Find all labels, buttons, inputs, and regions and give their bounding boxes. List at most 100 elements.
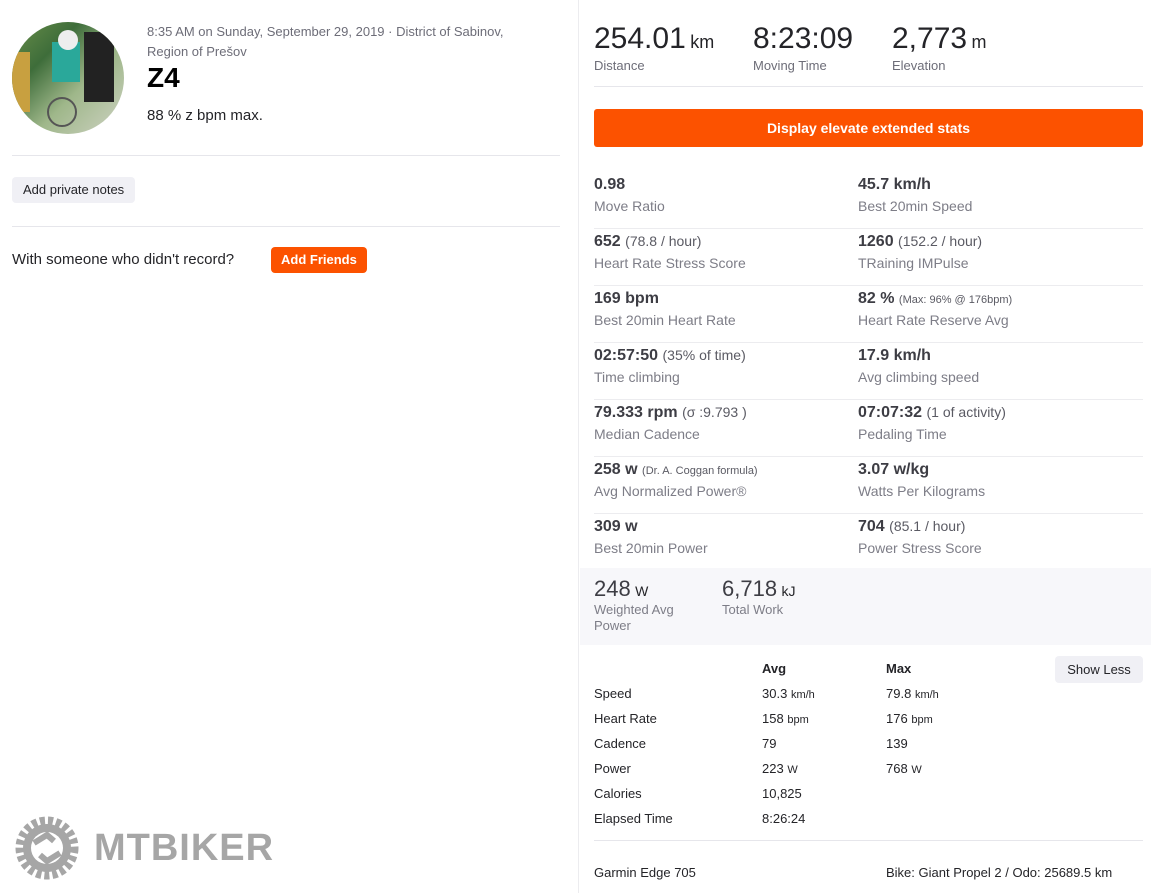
stat-total-work: 6,718 kJ Total Work [722, 576, 796, 618]
stat-value: 652 [594, 233, 621, 250]
header-avg: Avg [762, 661, 787, 676]
stat-label: Power Stress Score [858, 540, 982, 556]
stat-label: Pedaling Time [858, 426, 947, 442]
max-value: 768 [886, 761, 908, 776]
max-unit: W [911, 764, 922, 776]
extended-stat: 258 w (Dr. A. Coggan formula) Avg Normali… [594, 457, 858, 513]
stat-label: Weighted Avg Power [594, 602, 674, 633]
stat-unit: kJ [781, 583, 796, 599]
table-row: Cadence 79 139 [594, 731, 1006, 756]
avg-unit: W [787, 764, 798, 776]
table-row: Speed 30.3 km/h 79.8 km/h [594, 681, 1006, 706]
stat-label: Best 20min Heart Rate [594, 312, 736, 328]
stat-label: Best 20min Power [594, 540, 708, 556]
add-friends-button[interactable]: Add Friends [271, 247, 367, 273]
divider [12, 155, 560, 156]
extended-stat: 704 (85.1 / hour) Power Stress Score [858, 514, 1122, 571]
extended-stat: 17.9 km/h Avg climbing speed [858, 343, 1122, 399]
stat-value: 79.333 rpm [594, 404, 678, 421]
avg-cell: 158 bpm [762, 711, 886, 726]
extended-stat: 07:07:32 (1 of activity) Pedaling Time [858, 400, 1122, 456]
stat-label: Total Work [722, 602, 784, 617]
avg-cell: 79 [762, 736, 886, 751]
stats-row: 258 w (Dr. A. Coggan formula) Avg Normali… [594, 457, 1143, 514]
avg-cell: 223 W [762, 761, 886, 776]
table-row: Elapsed Time 8:26:24 [594, 806, 1006, 831]
stat-elevation: 2,773 m Elevation [892, 22, 987, 73]
max-cell: 176 bpm [886, 711, 1006, 726]
stat-weighted-avg-power: 248 W Weighted Avg Power [594, 576, 704, 634]
avg-value: 79 [762, 736, 777, 751]
divider [12, 226, 560, 227]
avg-value: 10,825 [762, 786, 802, 801]
row-label: Calories [594, 786, 642, 801]
avg-unit: bpm [787, 714, 809, 726]
table-row: Heart Rate 158 bpm 176 bpm [594, 706, 1006, 731]
add-private-notes-button[interactable]: Add private notes [12, 177, 136, 203]
stat-value: 02:57:50 [594, 347, 659, 364]
stat-value: 07:07:32 [858, 404, 923, 421]
avg-unit: km/h [790, 689, 815, 701]
activity-description: 88 % z bpm max. [147, 107, 263, 124]
stat-label: Avg Normalized Power® [594, 483, 747, 499]
stat-extra: (Max: 96% @ 176bpm) [898, 294, 1013, 306]
activity-meta: 8:35 AM on Sunday, September 29, 2019 · … [147, 24, 504, 59]
extended-stat: 82 % (Max: 96% @ 176bpm) Heart Rate Reser… [858, 286, 1122, 342]
stat-label: TRaining IMPulse [858, 255, 969, 271]
stat-extra: (1 of activity) [926, 404, 1006, 420]
stat-label: Best 20min Speed [858, 198, 973, 214]
mtbiker-logo: MTBIKER [14, 815, 274, 881]
stat-label: Avg climbing speed [858, 369, 980, 385]
stat-label: Watts Per Kilograms [858, 483, 986, 499]
avg-cell: 10,825 [762, 786, 886, 801]
avg-cell: 8:26:24 [762, 811, 886, 826]
extended-stat: 3.07 w/kg Watts Per Kilograms [858, 457, 1122, 513]
table-header: Avg Max [594, 656, 1006, 681]
stats-row: 79.333 rpm (σ :9.793 ) Median Cadence 07:0… [594, 400, 1143, 457]
activity-title: Z4 [147, 62, 180, 93]
stat-value: 0.98 [594, 176, 626, 193]
max-value: 79.8 [886, 686, 912, 701]
stat-value: 2,773 [892, 22, 968, 55]
extended-stat: 652 (78.8 / hour) Heart Rate Stress Score [594, 229, 858, 285]
stat-unit: m [971, 32, 987, 52]
extended-stat: 309 w Best 20min Power [594, 514, 858, 571]
row-label: Speed [594, 686, 632, 701]
stat-label: Time climbing [594, 369, 680, 385]
stat-label: Moving Time [753, 58, 827, 73]
stat-unit: W [635, 583, 649, 599]
show-less-button[interactable]: Show Less [1055, 656, 1143, 683]
max-unit: bpm [911, 714, 933, 726]
athlete-avatar[interactable] [12, 22, 124, 134]
bike-info: Bike: Giant Propel 2 / Odo: 25689.5 km [886, 865, 1113, 880]
stat-moving-time: 8:23:09 Moving Time [753, 22, 853, 73]
stat-extra: (Dr. A. Coggan formula) [642, 465, 758, 477]
header-max: Max [886, 661, 912, 676]
avg-value: 8:26:24 [762, 811, 806, 826]
extended-stat: 1260 (152.2 / hour) TRaining IMPulse [858, 229, 1122, 285]
logo-text: MTBIKER [94, 826, 275, 869]
stat-distance: 254.01 km Distance [594, 22, 714, 73]
elevate-extended-stats-button[interactable]: Display elevate extended stats [594, 109, 1143, 147]
stat-value: 45.7 km/h [858, 176, 931, 193]
stat-value: 8:23:09 [753, 22, 854, 55]
stat-value: 704 [858, 518, 885, 535]
extended-stat: 169 bpm Best 20min Heart Rate [594, 286, 858, 342]
stat-value: 254.01 [594, 22, 686, 55]
stat-value: 17.9 km/h [858, 347, 931, 364]
stat-unit: km [690, 32, 715, 52]
stat-label: Move Ratio [594, 198, 665, 214]
max-unit: km/h [914, 689, 939, 701]
row-label: Power [594, 761, 631, 776]
stat-value: 1260 [858, 233, 894, 250]
stats-row: 169 bpm Best 20min Heart Rate 82 % (Max: … [594, 286, 1143, 343]
extended-stat: 79.333 rpm (σ :9.793 ) Median Cadence [594, 400, 858, 456]
stat-label: Distance [594, 58, 645, 73]
max-cell: 139 [886, 736, 1006, 751]
extended-stats-grid: 0.98 Move Ratio 45.7 km/h Best 20min Spee… [594, 172, 1143, 571]
stat-extra: (78.8 / hour) [625, 233, 702, 249]
stat-extra: (σ :9.793 ) [682, 404, 747, 420]
extended-stat: 02:57:50 (35% of time) Time climbing [594, 343, 858, 399]
activity-panel: 8:35 AM on Sunday, September 29, 2019 · … [12, 0, 579, 893]
row-label: Elapsed Time [594, 811, 673, 826]
